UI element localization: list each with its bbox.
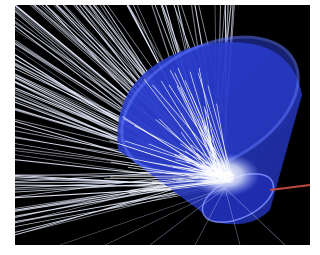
image-frame xyxy=(0,0,320,255)
render xyxy=(0,0,320,255)
